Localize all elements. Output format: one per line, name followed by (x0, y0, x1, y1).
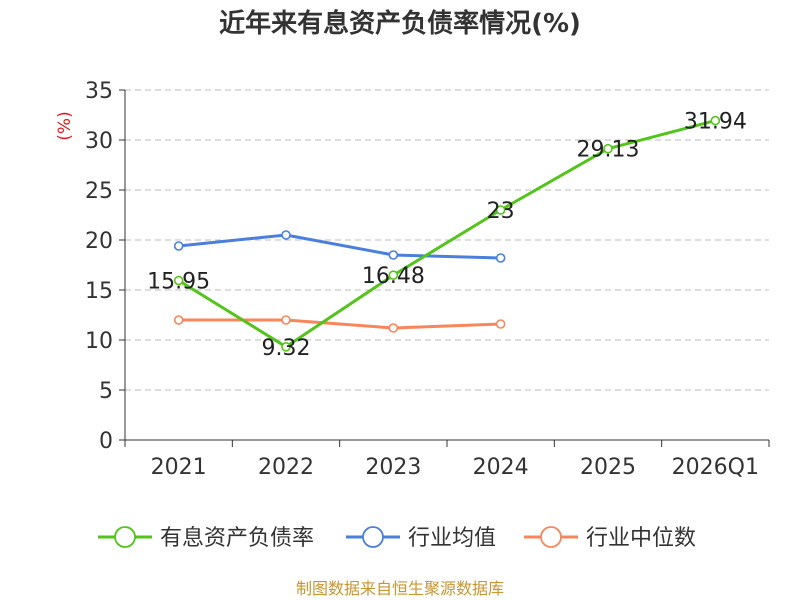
legend-item: 行业中位数 (524, 526, 696, 551)
data-point (281, 341, 291, 352)
y-tick-label: 35 (85, 79, 113, 104)
legend-marker (114, 526, 136, 548)
data-label: 9.32 (262, 336, 311, 361)
data-label: 15.95 (147, 270, 210, 295)
y-tick-label: 0 (99, 429, 113, 454)
y-axis-unit: (%) (55, 111, 75, 140)
data-point (710, 115, 721, 126)
y-tick-label: 25 (85, 179, 113, 204)
legend-label: 行业中位数 (586, 526, 696, 551)
series-group (173, 115, 721, 352)
series-line (178, 318, 501, 330)
data-labels: 15.95 9.32 16.48 23 29.13 31.94 (147, 110, 747, 361)
series-0 (173, 115, 721, 352)
y-tick-label: 5 (99, 379, 113, 404)
source-note: 制图数据来自恒生聚源数据库 (296, 579, 504, 598)
data-point (495, 253, 506, 263)
x-tick-label: 2021 (151, 455, 207, 480)
legend-item: 行业均值 (346, 526, 496, 551)
data-label: 16.48 (362, 264, 425, 289)
data-point (495, 205, 506, 215)
x-tick-label: 2026Q1 (672, 455, 759, 480)
data-point (281, 230, 291, 240)
chart-title: 近年来有息资产负债率情况(%) (219, 8, 581, 39)
series-line (178, 233, 501, 260)
legend-label: 有息资产负债率 (160, 526, 314, 551)
data-point (388, 323, 399, 333)
series-2 (173, 315, 506, 333)
x-tick-label: 2022 (258, 455, 314, 480)
y-tick-label: 20 (85, 229, 113, 254)
legend-marker (540, 526, 562, 548)
gridlines (125, 89, 769, 391)
data-label: 29.13 (577, 138, 640, 163)
axes (119, 89, 770, 447)
data-label: 31.94 (684, 110, 747, 135)
x-tick-labels: 2021 2022 2023 2024 2025 2026Q1 (151, 455, 759, 480)
legend-item: 有息资产负债率 (98, 526, 314, 551)
x-tick-label: 2023 (365, 455, 421, 480)
data-point (173, 315, 184, 325)
data-point (388, 250, 399, 260)
legend-marker (362, 526, 384, 548)
data-label: 23 (487, 199, 515, 224)
data-point (173, 241, 184, 251)
x-tick-label: 2024 (473, 455, 529, 480)
y-tick-label: 15 (85, 279, 113, 304)
data-point (173, 275, 184, 286)
legend: 有息资产负债率 行业均值 行业中位数 (98, 526, 696, 551)
data-point (495, 319, 506, 329)
legend-label: 行业均值 (408, 526, 496, 551)
data-point (388, 270, 399, 281)
series-line (177, 119, 716, 349)
x-tick-label: 2025 (580, 455, 636, 480)
data-point (281, 315, 291, 325)
y-tick-label: 10 (85, 329, 113, 354)
series-1 (173, 230, 506, 263)
data-point (603, 143, 613, 154)
y-tick-label: 30 (85, 129, 113, 154)
y-tick-labels: 0 5 10 15 20 25 30 35 (85, 79, 113, 454)
